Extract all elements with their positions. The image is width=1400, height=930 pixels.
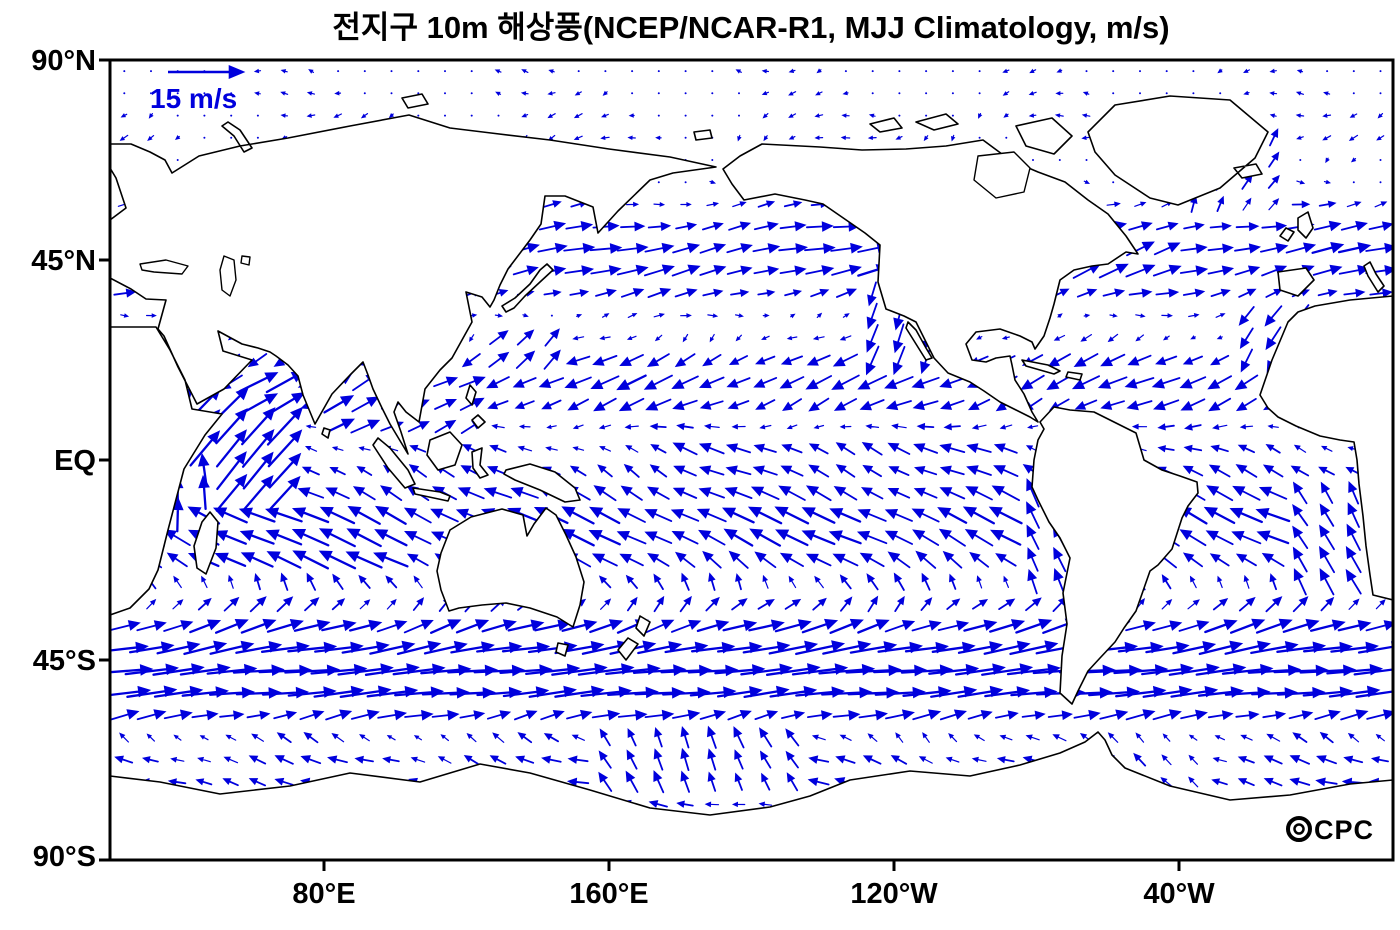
plot-area bbox=[110, 68, 1393, 860]
y-tick-90n: 90°N bbox=[31, 45, 96, 77]
reference-vector-label: 15 m/s bbox=[150, 83, 237, 114]
inland-seas bbox=[139, 151, 1031, 297]
cpc-logo-text: CPC bbox=[1314, 815, 1374, 845]
reference-vector: 15 m/s bbox=[150, 65, 246, 114]
axis-ticks bbox=[99, 58, 1181, 871]
coastlines bbox=[110, 93, 1393, 860]
chart-title: 전지구 10m 해상풍(NCEP/NCAR-R1, MJJ Climatolog… bbox=[332, 10, 1169, 45]
y-tick-90s: 90°S bbox=[33, 841, 96, 873]
cpc-logo: CPC bbox=[1286, 815, 1374, 845]
y-tick-eq: EQ bbox=[54, 445, 96, 477]
reference-arrow-icon bbox=[168, 65, 246, 79]
x-tick-160e: 160°E bbox=[569, 878, 648, 910]
cpc-globe-inner-icon bbox=[1293, 823, 1305, 835]
y-tick-45s: 45°S bbox=[33, 645, 96, 677]
y-tick-45n: 45°N bbox=[31, 245, 96, 277]
x-tick-120w: 120°W bbox=[850, 878, 938, 910]
x-tick-80e: 80°E bbox=[292, 878, 355, 910]
x-tick-40w: 40°W bbox=[1143, 878, 1215, 910]
cpc-globe-icon bbox=[1286, 816, 1312, 842]
